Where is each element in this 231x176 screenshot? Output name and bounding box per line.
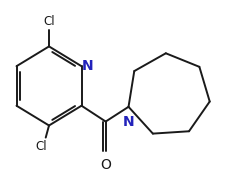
- Text: N: N: [82, 59, 93, 73]
- Text: Cl: Cl: [43, 15, 55, 28]
- Text: Cl: Cl: [35, 140, 47, 153]
- Text: O: O: [100, 158, 111, 172]
- Text: N: N: [122, 115, 134, 128]
